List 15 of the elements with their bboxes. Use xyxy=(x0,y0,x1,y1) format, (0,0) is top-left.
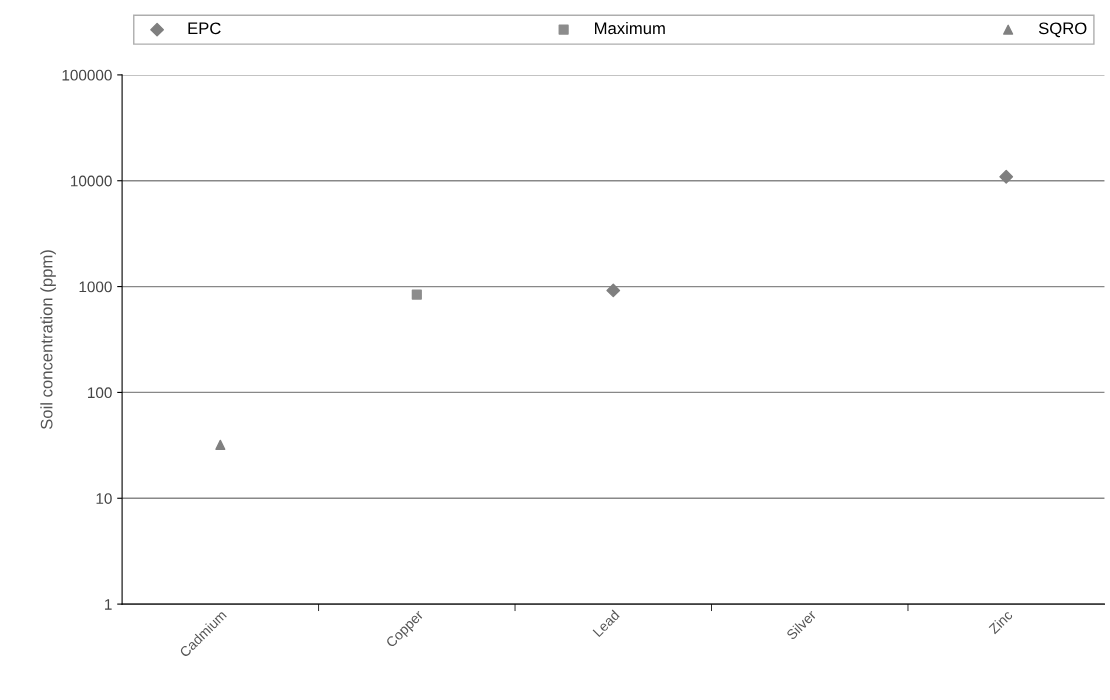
y-tick-label: 100 xyxy=(88,387,112,399)
y-tick-label: 100000 xyxy=(62,69,112,81)
y-tick-label: 1000 xyxy=(79,281,112,293)
point xyxy=(606,283,621,298)
point xyxy=(999,169,1014,184)
x-tick-label: Zinc xyxy=(987,609,1014,635)
y-axis-title: Soil concentration (ppm) xyxy=(40,250,56,430)
point xyxy=(411,289,422,300)
point xyxy=(215,439,226,450)
legend-label: Maximum xyxy=(595,21,665,35)
legend-label: EPC xyxy=(188,22,221,35)
legend-label: SQRO xyxy=(1038,22,1087,38)
y-tick-label: 10 xyxy=(96,493,112,504)
y-tick-label: 10000 xyxy=(71,175,112,187)
y-tick-label: 1 xyxy=(105,599,112,610)
